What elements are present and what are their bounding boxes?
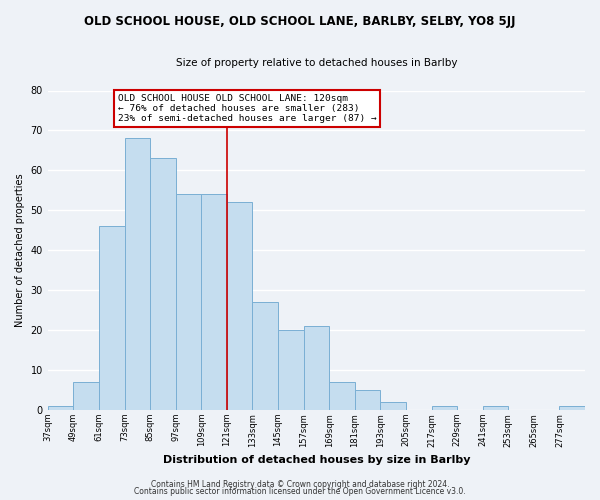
Bar (253, 302, 278, 410)
X-axis label: Distribution of detached houses by size in Barlby: Distribution of detached houses by size … (163, 455, 470, 465)
Bar (227, 202, 253, 410)
Bar (278, 330, 304, 410)
Bar (355, 390, 380, 410)
Bar (150, 158, 176, 410)
Title: Size of property relative to detached houses in Barlby: Size of property relative to detached ho… (176, 58, 457, 68)
Bar (431, 406, 457, 410)
Text: OLD SCHOOL HOUSE, OLD SCHOOL LANE, BARLBY, SELBY, YO8 5JJ: OLD SCHOOL HOUSE, OLD SCHOOL LANE, BARLB… (84, 15, 516, 28)
Text: OLD SCHOOL HOUSE OLD SCHOOL LANE: 120sqm
← 76% of detached houses are smaller (2: OLD SCHOOL HOUSE OLD SCHOOL LANE: 120sqm… (118, 94, 376, 124)
Text: Contains HM Land Registry data © Crown copyright and database right 2024.: Contains HM Land Registry data © Crown c… (151, 480, 449, 489)
Bar (201, 194, 227, 410)
Bar (559, 406, 585, 410)
Bar (304, 326, 329, 410)
Bar (125, 138, 150, 410)
Bar (99, 226, 125, 410)
Bar (176, 194, 201, 410)
Bar (48, 406, 73, 410)
Text: Contains public sector information licensed under the Open Government Licence v3: Contains public sector information licen… (134, 488, 466, 496)
Bar (482, 406, 508, 410)
Y-axis label: Number of detached properties: Number of detached properties (15, 174, 25, 327)
Bar (73, 382, 99, 410)
Bar (329, 382, 355, 410)
Bar (380, 402, 406, 410)
